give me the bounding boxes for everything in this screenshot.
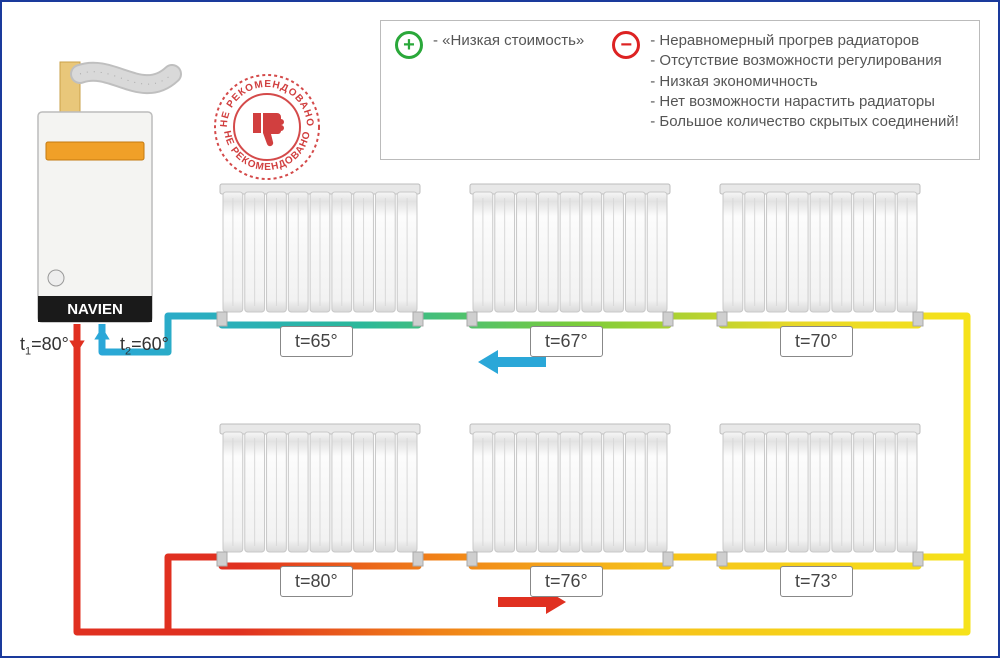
- radiator: [717, 184, 923, 326]
- supply-temp-label: t1=80°: [20, 334, 69, 358]
- boiler-flue: [60, 62, 172, 117]
- radiator: [717, 424, 923, 566]
- boiler: NAVIEN: [38, 112, 152, 322]
- radiator-temp-label: t=73°: [780, 566, 853, 597]
- return-temp-label: t2=60°: [120, 334, 169, 358]
- radiator-temp-label: t=65°: [280, 326, 353, 357]
- diagram-frame: + «Низкая стоимость» − Неравномерный про…: [0, 0, 1000, 658]
- radiator: [467, 424, 673, 566]
- radiator-temp-label: t=67°: [530, 326, 603, 357]
- radiator-temp-label: t=80°: [280, 566, 353, 597]
- radiator: [217, 424, 423, 566]
- radiator-temp-label: t=76°: [530, 566, 603, 597]
- radiator: [467, 184, 673, 326]
- radiator-temp-label: t=70°: [780, 326, 853, 357]
- svg-text:NAVIEN: NAVIEN: [67, 301, 123, 318]
- radiator: [217, 184, 423, 326]
